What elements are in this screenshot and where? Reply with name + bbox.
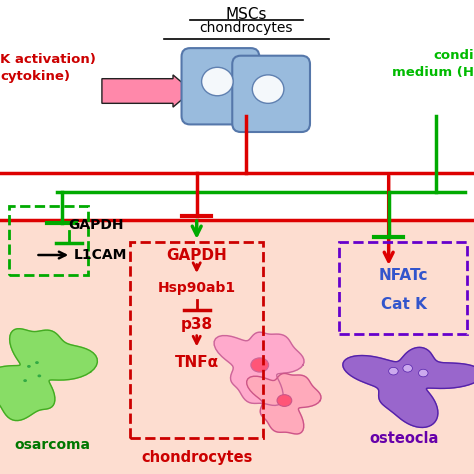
FancyBboxPatch shape [232,56,310,132]
Ellipse shape [277,395,292,406]
Ellipse shape [419,369,428,377]
Text: chondrocytes: chondrocytes [200,21,293,36]
Text: MSCs: MSCs [226,7,267,22]
Ellipse shape [251,358,269,372]
FancyBboxPatch shape [182,48,259,125]
Ellipse shape [27,365,31,368]
Text: Hsp90ab1: Hsp90ab1 [158,281,236,295]
Polygon shape [343,347,474,428]
Text: Cat K: Cat K [381,297,427,312]
Text: L1CAM: L1CAM [73,248,127,262]
Text: GAPDH: GAPDH [166,247,227,263]
Text: condi: condi [433,49,474,63]
Text: NFATc: NFATc [379,268,428,283]
Text: cytokine): cytokine) [0,70,70,83]
Text: osteocla: osteocla [369,431,438,446]
Ellipse shape [37,374,41,377]
Polygon shape [214,332,304,405]
Bar [0,220,474,474]
Text: osarcoma: osarcoma [14,438,90,452]
Text: TNFα: TNFα [174,355,219,370]
Bar [9,206,88,275]
Polygon shape [247,374,321,434]
Text: GAPDH: GAPDH [69,218,124,232]
Bar [130,242,263,438]
Ellipse shape [23,379,27,382]
Ellipse shape [389,367,398,375]
Ellipse shape [252,75,284,103]
Ellipse shape [201,67,233,96]
Text: chondrocytes: chondrocytes [141,450,252,465]
Ellipse shape [35,361,39,364]
Text: medium (H: medium (H [392,66,474,79]
FancyArrow shape [102,75,192,107]
Ellipse shape [403,365,412,372]
Text: K activation): K activation) [0,53,96,66]
Polygon shape [0,328,97,420]
Bar [339,242,467,334]
Text: p38: p38 [181,317,213,332]
